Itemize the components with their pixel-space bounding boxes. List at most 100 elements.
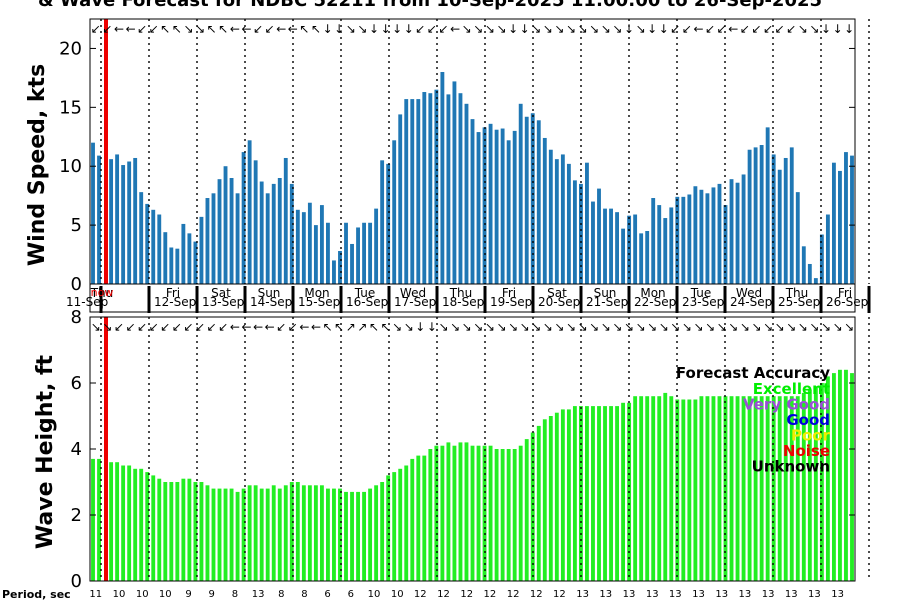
bar: [554, 159, 559, 284]
direction-arrow: ↙: [717, 22, 727, 36]
bar: [771, 396, 776, 581]
bar: [807, 263, 812, 284]
bar: [446, 442, 451, 581]
bar: [711, 187, 716, 284]
bar: [723, 205, 728, 284]
bar: [597, 188, 601, 284]
bar: [633, 214, 638, 284]
direction-arrow: ↙: [183, 320, 193, 334]
direction-arrow: ↘: [844, 320, 854, 334]
date-label: 18-Sep: [442, 295, 484, 309]
bar: [777, 169, 782, 284]
bar: [693, 399, 698, 581]
date-label: 26-Sep: [826, 295, 868, 309]
wind-y-axis-label: Wind Speed, kts: [25, 64, 50, 266]
bar: [319, 485, 324, 581]
bar: [807, 389, 812, 581]
direction-arrow: ↙: [438, 22, 448, 36]
bar: [362, 222, 367, 284]
bar: [428, 93, 433, 284]
bar: [705, 193, 710, 284]
bar: [386, 163, 391, 284]
bar: [530, 432, 535, 581]
bar: [175, 482, 180, 581]
bar: [838, 170, 842, 284]
direction-arrow: ↖: [172, 22, 182, 36]
bar: [253, 160, 258, 284]
direction-arrow: ↘: [554, 320, 564, 334]
bar: [753, 396, 758, 581]
bar: [392, 140, 397, 284]
direction-arrow: ↘: [195, 22, 205, 36]
legend-item-poor: Poor: [791, 427, 831, 445]
date-label: 11-Sep: [66, 295, 108, 309]
day-label: Fri: [838, 286, 852, 300]
bar: [265, 193, 270, 284]
direction-arrow: ↙: [670, 22, 680, 36]
bar: [813, 386, 818, 581]
bar: [350, 243, 354, 284]
direction-arrow: ↙: [149, 22, 159, 36]
direction-arrow: ↓: [821, 22, 831, 36]
direction-arrow: ↙: [195, 320, 205, 334]
bar: [536, 425, 541, 581]
bar: [627, 215, 632, 284]
period-value: 10: [136, 589, 149, 600]
bar: [338, 488, 342, 581]
direction-arrow: ↓: [647, 22, 657, 36]
bar: [145, 472, 150, 581]
direction-arrow: ↖: [207, 22, 217, 36]
bar: [133, 468, 138, 581]
direction-arrow: ↘: [624, 320, 634, 334]
bar: [109, 159, 114, 284]
direction-arrow: ↓: [404, 22, 414, 36]
bar: [169, 247, 174, 284]
bar: [512, 449, 517, 581]
bar: [464, 442, 469, 581]
direction-arrow: ↘: [485, 22, 495, 36]
direction-arrow: ↘: [659, 320, 669, 334]
direction-arrow: ↘: [566, 22, 576, 36]
bar: [663, 218, 668, 284]
bar: [548, 149, 553, 284]
direction-arrow: ↘: [346, 22, 356, 36]
direction-arrow: ←: [114, 22, 124, 36]
direction-arrow: ↙: [763, 22, 773, 36]
bar: [464, 103, 469, 284]
bar: [229, 488, 234, 581]
bar: [356, 227, 360, 284]
direction-arrow: ←: [276, 22, 286, 36]
bar: [717, 396, 722, 581]
period-value: 10: [391, 589, 404, 600]
direction-arrow: ↖: [323, 320, 333, 334]
bar: [458, 93, 463, 284]
bar: [506, 449, 511, 581]
bar: [307, 485, 312, 581]
bar: [151, 475, 156, 581]
direction-arrow: ↓: [624, 22, 634, 36]
direction-arrow: ↖: [369, 320, 379, 334]
direction-arrow: ↘: [636, 22, 646, 36]
bar: [157, 478, 162, 581]
direction-arrow: ←: [230, 22, 240, 36]
period-value: 13: [599, 589, 612, 600]
direction-arrow: ↘: [589, 22, 599, 36]
bar: [765, 396, 770, 581]
bar: [416, 455, 421, 581]
bar: [687, 399, 692, 581]
bar: [621, 228, 626, 284]
bar: [681, 196, 686, 284]
direction-arrow: ↘: [462, 22, 472, 36]
direction-arrow: ↘: [543, 22, 553, 36]
bar: [615, 406, 619, 581]
bar: [271, 183, 276, 284]
bar: [741, 174, 746, 284]
bar: [211, 488, 216, 581]
date-label: 16-Sep: [346, 295, 388, 309]
bar: [681, 399, 686, 581]
direction-arrow: ↙: [126, 320, 136, 334]
period-value: 13: [623, 589, 636, 600]
bar: [259, 488, 264, 581]
y-tick-label: 15: [59, 97, 82, 118]
